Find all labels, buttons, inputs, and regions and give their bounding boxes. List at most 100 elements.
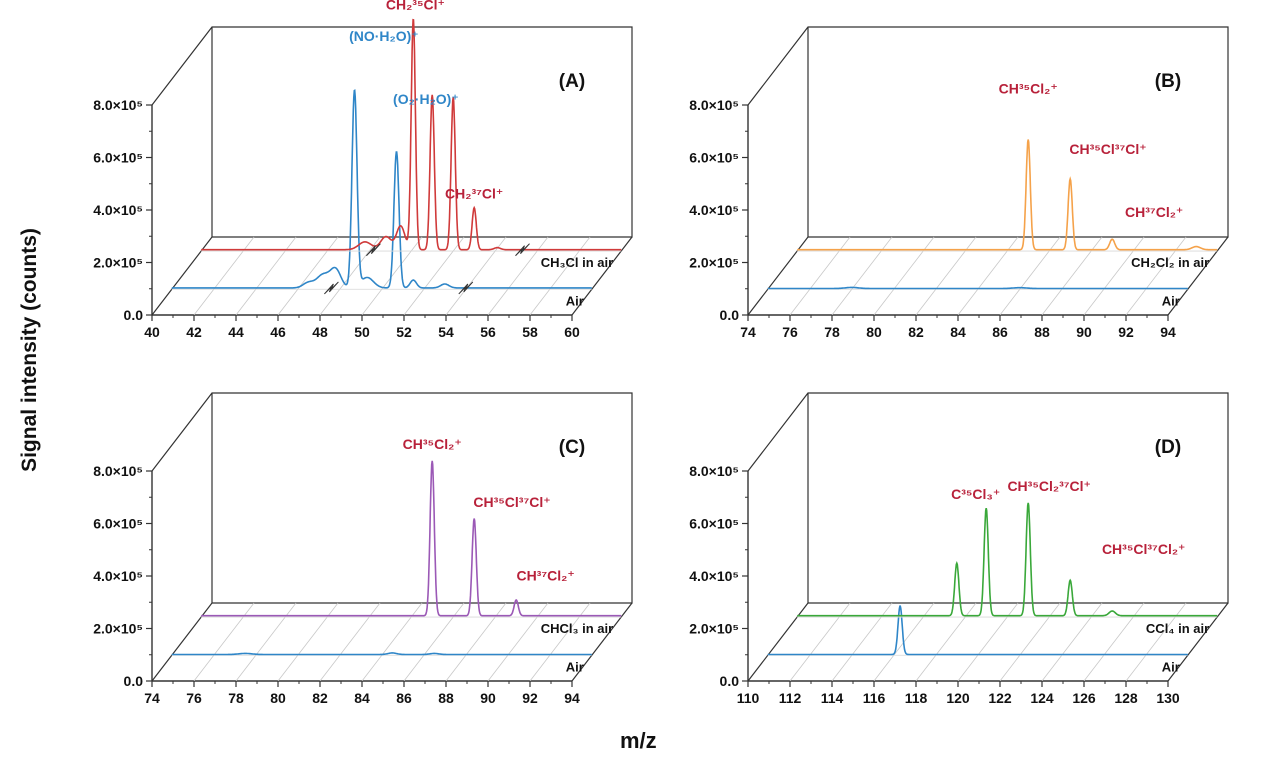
y-axis-title: Signal intensity (counts) (18, 228, 41, 472)
floor-right-edge (571, 236, 633, 316)
x-tick-label: 56 (480, 324, 496, 340)
x-tick-label: 50 (354, 324, 370, 340)
y-tick-label: 8.0×10⁵ (689, 463, 739, 479)
x-tick-label: 124 (1030, 690, 1054, 706)
x-tick-label: 46 (270, 324, 286, 340)
series-name-label: CH₃Cl in air (541, 255, 613, 270)
back-wall-frame (151, 26, 633, 238)
back-wall-frame (151, 392, 633, 604)
series-name-label: Air (1162, 659, 1180, 674)
peak-annotation: CH³⁵Cl₂⁺ (403, 436, 462, 452)
y-tick-label: 4.0×10⁵ (93, 568, 143, 584)
chart-panel-2: 74 76 78 80 82 84 86 88 90 92 94 0.0 2.0×10⁵ 4.0×10⁵ 6… (689, 26, 1229, 340)
peak-annotation: CH₂³⁷Cl⁺ (445, 186, 503, 202)
x-tick-label: 82 (908, 324, 924, 340)
x-tick-label: 130 (1156, 690, 1180, 706)
floor-right-edge (1167, 602, 1229, 682)
chart-panel-3: 74 76 78 80 82 84 86 88 90 92 94 0.0 2.0×10⁵ 4.0×10⁵ 6… (93, 392, 633, 706)
floor-right-edge (571, 602, 633, 682)
x-tick-label: 114 (821, 690, 844, 706)
chart-panel-1: 40 42 44 46 48 50 52 54 56 58 60 0.0 2.0×10⁵ 4.0×10⁵ 6… (93, 0, 633, 340)
y-axis-title-svg: Signal intensity (counts) (18, 228, 41, 472)
y-tick-label: 6.0×10⁵ (93, 516, 143, 532)
axis-break-icon (458, 281, 474, 295)
x-tick-label: 52 (396, 324, 412, 340)
series-line-air (171, 652, 592, 656)
axis-break-icon (366, 243, 381, 257)
series-name-label: Air (566, 659, 584, 674)
x-tick-label: 116 (863, 690, 886, 706)
floor-grid-line (361, 236, 423, 316)
chart-panel-4: 110 112 114 116 118 120 122 124 126 128 130 0.0 2.0×… (689, 392, 1229, 706)
y-tick-label: 2.0×10⁵ (93, 621, 143, 637)
x-tick-label: 94 (1160, 324, 1176, 340)
y-tick-label: 8.0×10⁵ (93, 463, 143, 479)
floor-grid-line (445, 236, 507, 316)
y-tick-label: 2.0×10⁵ (689, 621, 739, 637)
peak-annotation: CH³⁷Cl₂⁺ (516, 567, 574, 583)
series-line-air (767, 605, 1188, 656)
series-line-sample (201, 460, 622, 617)
x-tick-label: 88 (438, 690, 454, 706)
x-tick-label: 84 (950, 324, 966, 340)
series-name-label: CHCl₃ in air (541, 621, 613, 636)
peak-annotation: C³⁵Cl₃⁺ (951, 486, 1000, 502)
x-tick-label: 48 (312, 324, 328, 340)
x-tick-label: 78 (228, 690, 244, 706)
x-tick-label: 54 (438, 324, 454, 340)
series-line-air (767, 286, 1188, 290)
x-tick-label: 58 (522, 324, 538, 340)
x-tick-label: 78 (824, 324, 840, 340)
peak-annotation: CH³⁵Cl₂⁺ (999, 81, 1058, 97)
series-name-label: CCl₄ in air (1146, 621, 1209, 636)
series-line-sample (797, 502, 1218, 617)
x-tick-label: 84 (354, 690, 370, 706)
back-wall-frame (747, 392, 1229, 604)
peak-annotation: (O₂·H₂O)⁺ (393, 91, 459, 107)
panel-letter: (B) (1155, 71, 1181, 92)
y-tick-label: 0.0 (720, 673, 740, 689)
peak-annotation: (NO·H₂O)⁺ (349, 28, 419, 44)
x-tick-label: 128 (1114, 690, 1138, 706)
y-tick-label: 4.0×10⁵ (93, 202, 143, 218)
y-tick-label: 0.0 (124, 673, 144, 689)
y-tick-label: 8.0×10⁵ (93, 97, 143, 113)
panel-letter: (C) (559, 437, 585, 458)
series-name-label: Air (1162, 293, 1180, 308)
x-tick-label: 92 (522, 690, 538, 706)
x-tick-label: 90 (480, 690, 496, 706)
peak-annotation: CH³⁵Cl₂³⁷Cl⁺ (1007, 478, 1091, 494)
panel-letter: (D) (1155, 437, 1181, 458)
peak-annotation: CH³⁵Cl³⁷Cl⁺ (473, 494, 550, 510)
peak-annotation: CH³⁵Cl³⁷Cl⁺ (1069, 141, 1146, 157)
y-tick-label: 6.0×10⁵ (689, 516, 739, 532)
x-tick-label: 42 (186, 324, 202, 340)
y-tick-label: 4.0×10⁵ (689, 202, 739, 218)
x-tick-label: 44 (228, 324, 244, 340)
x-tick-label: 86 (992, 324, 1008, 340)
x-tick-label: 94 (564, 690, 580, 706)
x-tick-label: 74 (144, 690, 160, 706)
x-tick-label: 80 (270, 690, 286, 706)
x-tick-label: 80 (866, 324, 882, 340)
x-tick-label: 120 (946, 690, 970, 706)
x-tick-label: 88 (1034, 324, 1050, 340)
y-tick-label: 4.0×10⁵ (689, 568, 739, 584)
x-axis-title: m/z (620, 728, 657, 753)
back-wall-frame (747, 26, 1229, 238)
x-tick-label: 92 (1118, 324, 1134, 340)
series-name-label: CH₂Cl₂ in air (1131, 255, 1209, 270)
axis-break-icon (515, 243, 530, 257)
panel-letter: (A) (559, 71, 585, 92)
axis-break-icon (324, 281, 339, 295)
y-tick-label: 6.0×10⁵ (93, 150, 143, 166)
x-tick-label: 60 (564, 324, 580, 340)
x-tick-label: 40 (144, 324, 160, 340)
x-tick-label: 110 (737, 690, 760, 706)
x-tick-label: 76 (186, 690, 202, 706)
y-axis-title-container: Signal intensity (counts) (8, 180, 48, 520)
x-tick-label: 126 (1072, 690, 1096, 706)
x-tick-label: 74 (740, 324, 756, 340)
x-tick-label: 90 (1076, 324, 1092, 340)
